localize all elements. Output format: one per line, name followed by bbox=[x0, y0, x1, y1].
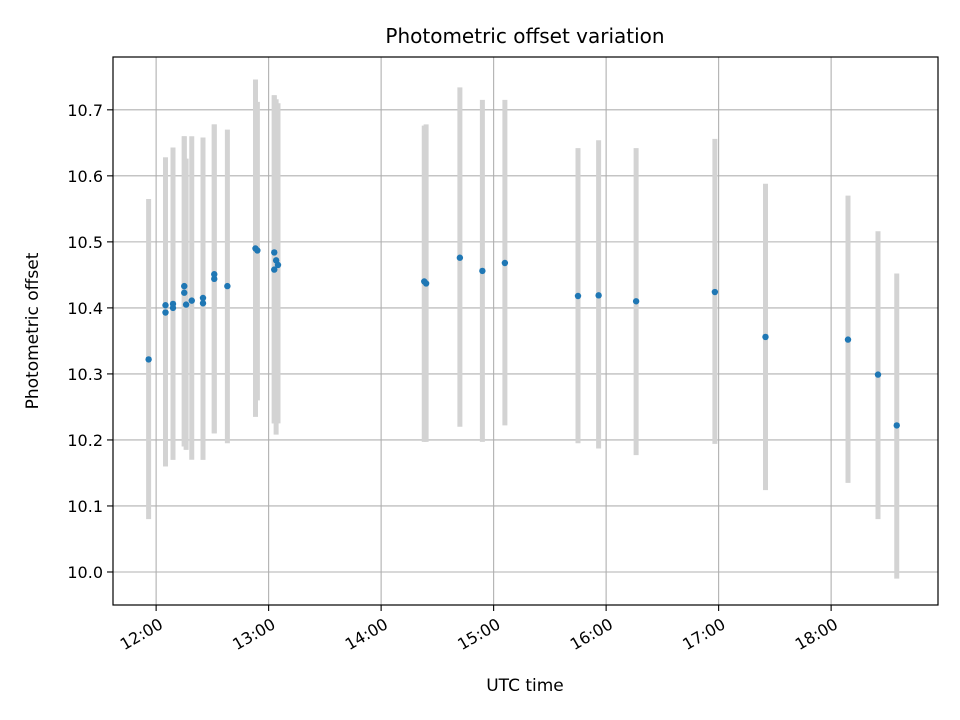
data-point bbox=[844, 336, 852, 343]
data-point bbox=[169, 304, 177, 312]
data-point bbox=[211, 275, 218, 283]
y-axis-label: Photometric offset bbox=[23, 252, 43, 409]
data-point bbox=[271, 266, 278, 273]
data-point bbox=[271, 249, 278, 256]
grid bbox=[113, 57, 938, 605]
data-point bbox=[711, 288, 719, 296]
data-point bbox=[874, 371, 882, 378]
data-point bbox=[199, 300, 207, 307]
data-point bbox=[182, 301, 190, 308]
y-tick-label: 10.1 bbox=[67, 497, 103, 516]
chart-title: Photometric offset variation bbox=[385, 24, 664, 48]
data-point bbox=[595, 292, 602, 299]
data-point bbox=[188, 297, 195, 304]
data-point bbox=[162, 302, 169, 309]
data-point bbox=[456, 254, 464, 261]
y-tick-label: 10.0 bbox=[67, 563, 103, 582]
data-point bbox=[501, 259, 509, 267]
data-point bbox=[254, 247, 261, 254]
data-point bbox=[199, 294, 207, 302]
data-point bbox=[162, 309, 169, 316]
y-tick-label: 10.3 bbox=[67, 365, 103, 384]
data-point bbox=[574, 292, 582, 300]
data-point bbox=[224, 282, 231, 290]
y-axis: 10.0 10.1 10.2 10.3 10.4 10.5 10.6 10.7 bbox=[67, 101, 113, 582]
data-point bbox=[145, 356, 152, 363]
data-point bbox=[181, 289, 188, 296]
y-tick-label: 10.4 bbox=[67, 299, 103, 318]
y-tick-label: 10.2 bbox=[67, 431, 103, 450]
data-point bbox=[211, 271, 218, 278]
data-point bbox=[893, 422, 900, 429]
plot-frame bbox=[112, 56, 939, 606]
data-point bbox=[274, 261, 282, 269]
data-point bbox=[762, 333, 769, 341]
data-point bbox=[632, 298, 640, 305]
data-point bbox=[479, 267, 486, 275]
data-point bbox=[422, 280, 430, 287]
y-tick-label: 10.6 bbox=[67, 167, 103, 186]
y-tick-label: 10.7 bbox=[67, 101, 103, 120]
y-tick-label: 10.5 bbox=[67, 233, 103, 252]
data-point bbox=[181, 282, 188, 290]
x-axis-label: UTC time bbox=[486, 676, 564, 696]
data-points bbox=[145, 245, 900, 429]
